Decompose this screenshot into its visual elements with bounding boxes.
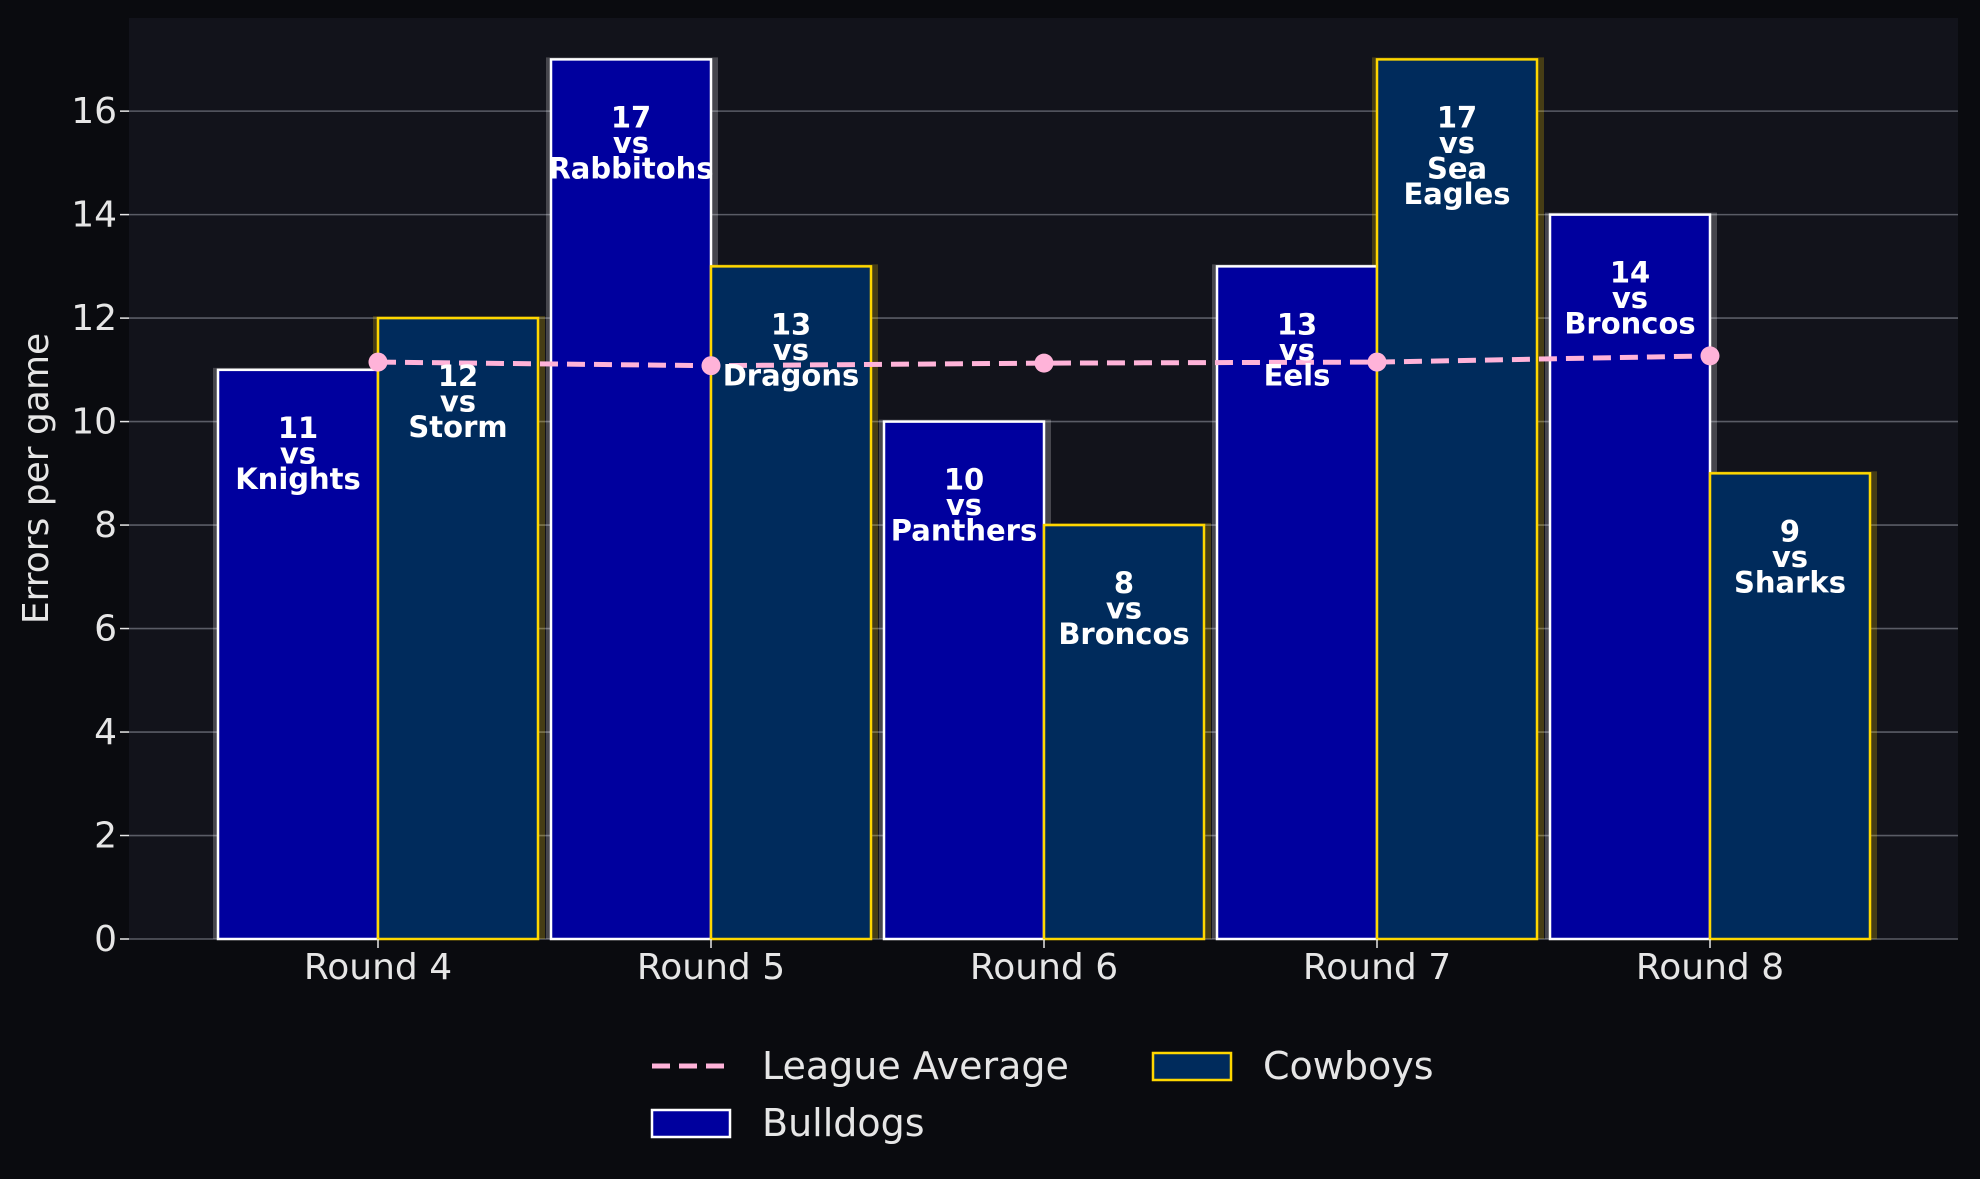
y-tick-label: 8 bbox=[94, 505, 117, 546]
x-tick-label: Round 5 bbox=[637, 947, 785, 988]
bulldogs-bar bbox=[216, 368, 380, 941]
bar-data-label: 17 vs Sea Eagles bbox=[1403, 100, 1510, 210]
cowboys-bar bbox=[1375, 58, 1539, 941]
bulldogs-bar bbox=[549, 58, 713, 941]
legend-label: Cowboys bbox=[1263, 1044, 1434, 1088]
bar-data-label: 9 vs Sharks bbox=[1734, 514, 1846, 599]
legend: League Average Bulldogs Cowboys bbox=[650, 1044, 1434, 1145]
cowboys-bar bbox=[1708, 472, 1872, 941]
league-average-point bbox=[1367, 352, 1387, 372]
x-tick-label: Round 4 bbox=[304, 947, 452, 988]
bar-data-label: 12 vs Storm bbox=[408, 359, 507, 444]
x-tick-label: Round 6 bbox=[970, 947, 1118, 988]
x-tick-label: Round 7 bbox=[1303, 947, 1451, 988]
y-tick-label: 6 bbox=[94, 609, 117, 650]
bar-data-label: 13 vs Eels bbox=[1264, 307, 1331, 392]
bar-data-label: 14 vs Broncos bbox=[1564, 256, 1695, 341]
x-axis: Round 4 Round 5 Round 6 Round 7 Round 8 bbox=[304, 939, 1784, 988]
y-tick-label: 12 bbox=[71, 298, 117, 339]
league-average-point bbox=[368, 352, 388, 372]
league-average-point bbox=[1034, 353, 1054, 373]
y-axis-title: Errors per game bbox=[16, 333, 57, 624]
y-axis: 0 2 4 6 8 10 12 14 16 bbox=[71, 91, 129, 960]
bulldogs-bar bbox=[1548, 213, 1712, 941]
bars bbox=[216, 58, 1872, 941]
x-tick-label: Round 8 bbox=[1636, 947, 1784, 988]
bar-data-label: 11 vs Knights bbox=[235, 411, 361, 496]
legend-label: League Average bbox=[762, 1044, 1069, 1088]
bar-data-label: 10 vs Panthers bbox=[891, 463, 1037, 548]
league-average-point bbox=[1700, 346, 1720, 366]
cowboys-bar bbox=[376, 316, 540, 941]
y-tick-label: 10 bbox=[71, 402, 117, 443]
bar-data-label: 8 vs Broncos bbox=[1058, 566, 1189, 651]
bar-data-label: 13 vs Dragons bbox=[723, 307, 860, 392]
y-tick-label: 0 bbox=[94, 919, 117, 960]
legend-bar-swatch bbox=[1151, 1051, 1233, 1082]
league-average-line bbox=[368, 346, 1720, 376]
cowboys-bar bbox=[1042, 523, 1206, 941]
bar-data-label: 17 vs Rabbitohs bbox=[548, 100, 713, 185]
league-average-path bbox=[377, 353, 1711, 369]
y-tick-label: 14 bbox=[71, 195, 117, 236]
y-tick-label: 4 bbox=[94, 712, 117, 753]
y-tick-label: 16 bbox=[71, 91, 117, 132]
y-tick-label: 2 bbox=[94, 816, 117, 857]
legend-label: Bulldogs bbox=[762, 1101, 925, 1145]
league-average-point bbox=[701, 356, 721, 376]
bar-labels: 11 vs Knights 12 vs Storm 17 vs Rabbitohs 13 vs Dra… bbox=[235, 100, 1846, 651]
cowboys-bar bbox=[709, 265, 873, 941]
legend-bar-swatch bbox=[650, 1108, 732, 1139]
bulldogs-bar bbox=[882, 420, 1046, 941]
